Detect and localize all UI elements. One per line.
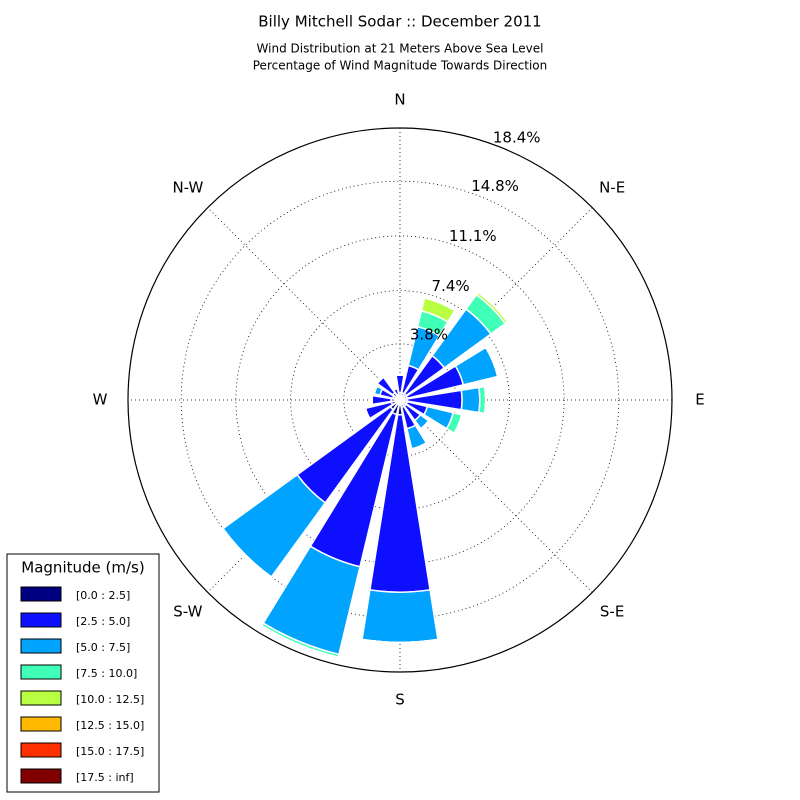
r-tick-label: 3.8% [410,325,448,343]
wind-bar-segment [373,385,378,394]
direction-label: W [93,391,108,409]
chart-subtitle: Wind Distribution at 21 Meters Above Sea… [257,42,544,56]
direction-label: N-W [172,178,203,196]
legend-label: [17.5 : inf] [76,771,134,784]
legend-swatch [20,638,62,654]
direction-label: N-E [599,178,625,196]
legend-label: [7.5 : 10.0] [76,667,137,680]
wind-bar-segment [361,588,439,644]
chart-title: Billy Mitchell Sodar :: December 2011 [258,13,541,31]
legend-label: [10.0 : 12.5] [76,693,144,706]
wind-bar-segment [477,291,509,323]
legend-label: [5.0 : 7.5] [76,641,130,654]
r-tick-label: 14.8% [471,177,519,195]
grid-circle [180,180,620,620]
wind-bar-segment [393,387,398,391]
r-tick-label: 7.4% [432,277,470,295]
legend-label: [15.0 : 17.5] [76,745,144,758]
grid-circle [290,290,510,510]
legend-swatch [20,586,62,602]
chart-subtitle: Percentage of Wind Magnitude Towards Dir… [253,59,547,73]
r-tick-label: 18.4% [493,128,541,146]
polar-frame [127,127,673,673]
direction-label: E [695,391,704,409]
legend-swatch [20,716,62,732]
legend-label: [0.0 : 2.5] [76,589,130,602]
legend-swatch [20,690,62,706]
grid-circle [235,235,565,565]
wind-bar-segment [460,386,481,414]
legend-swatch [20,768,62,784]
wind-bar-segment [361,638,439,644]
legend-swatch [20,664,62,680]
direction-label: N [394,91,405,109]
r-tick-label: 11.1% [449,227,497,245]
legend-swatch [20,742,62,758]
legend-swatch [20,612,62,628]
legend-title: Magnitude (m/s) [21,559,144,577]
direction-label: S-W [173,603,202,621]
legend-label: [12.5 : 15.0] [76,719,144,732]
wind-bar-segment [420,420,430,430]
direction-label: S-E [600,603,624,621]
legend-label: [2.5 : 5.0] [76,615,130,628]
direction-label: S [395,691,405,709]
